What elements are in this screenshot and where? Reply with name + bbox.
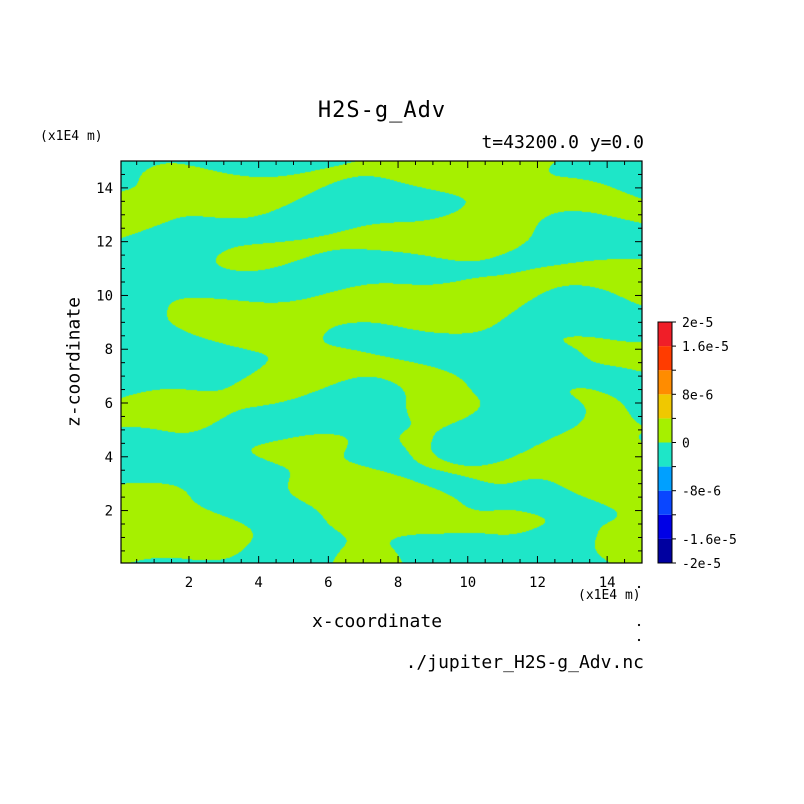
colorbar-segment	[658, 442, 672, 467]
chart-subtitle: t=43200.0 y=0.0	[481, 132, 644, 153]
colorbar-segment	[658, 394, 672, 419]
plot-axes: 2 4 6 8 10 12 14 2 4 6 8 10 12 14	[96, 160, 643, 591]
colorbar-label: 8e-6	[682, 388, 713, 403]
x-axis-unit: (x1E4 m)	[578, 588, 641, 603]
contour-fill-image	[121, 161, 642, 563]
y-tick-label: 2	[105, 504, 113, 520]
source-filename: ./jupiter_H2S-g_Adv.nc	[405, 652, 644, 673]
y-tick-label: 12	[96, 235, 113, 251]
x-tick-label: 6	[324, 575, 332, 591]
x-tick-label: 2	[185, 575, 193, 591]
x-axis-label: x-coordinate	[312, 611, 443, 632]
y-tick-label: 14	[96, 181, 113, 197]
colorbar-segment	[658, 346, 672, 371]
x-tick-label: 10	[459, 575, 476, 591]
colorbar-label: 1.6e-5	[682, 340, 729, 355]
y-tick-label: 6	[105, 396, 113, 412]
chart-title: H2S-g_Adv	[317, 98, 447, 123]
y-tick-label: 10	[96, 288, 113, 304]
plot-frame	[120, 160, 643, 564]
x-tick-label: 14	[599, 575, 616, 591]
x-tick-label: 12	[529, 575, 546, 591]
colorbar-segment	[658, 466, 672, 491]
colorbar-label: 0	[682, 437, 690, 452]
colorbar-segment	[658, 370, 672, 395]
x-tick-label: 4	[254, 575, 262, 591]
unit-mark	[637, 585, 641, 589]
contour-field	[121, 161, 642, 563]
colorbar-segment	[658, 418, 672, 443]
colorbar-segment	[658, 514, 672, 539]
y-axis-unit: (x1E4 m)	[40, 129, 103, 144]
colorbar-segment	[658, 322, 672, 347]
colorbar-segment	[658, 538, 672, 563]
colorbar-segment	[658, 490, 672, 515]
y-tick-label: 8	[105, 342, 113, 358]
colorbar: 2e-5 1.6e-5 8e-6 0 -8e-6 -1.6e-5 -2e-5	[657, 316, 737, 572]
colorbar-label: 2e-5	[682, 316, 713, 331]
unit-mark	[637, 638, 641, 642]
y-tick-label: 4	[105, 450, 113, 466]
unit-marks	[637, 585, 641, 642]
colorbar-label: -8e-6	[682, 485, 721, 500]
x-tick-label: 8	[394, 575, 402, 591]
unit-mark	[637, 623, 641, 627]
colorbar-label: -1.6e-5	[682, 533, 737, 548]
colorbar-label: -2e-5	[682, 557, 721, 572]
